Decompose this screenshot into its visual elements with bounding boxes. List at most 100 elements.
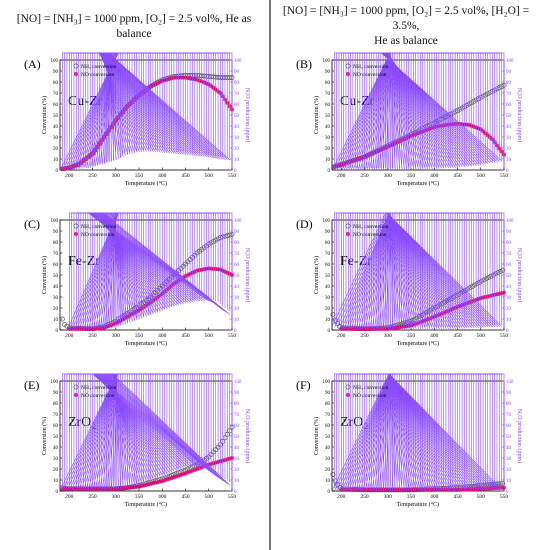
x-tick-label: 350 [407, 494, 416, 500]
x-tick-label: 250 [88, 494, 97, 500]
data-point [332, 478, 338, 484]
y2-tick-label: 70 [506, 92, 512, 97]
legend-marker [346, 72, 350, 76]
data-point [476, 279, 482, 285]
data-point [380, 52, 505, 162]
x-tick-label: 550 [228, 173, 237, 179]
data-point [479, 278, 485, 284]
y2-tick-label: 60 [506, 424, 512, 429]
y2-tick-label: 20 [234, 307, 240, 312]
header-left: [NO] = [NH₃] = 1000 ppm, [O₂] = 2.5 vol%… [0, 12, 268, 42]
y-tick-label: 0 [56, 329, 59, 334]
y2-tick-label: 100 [506, 219, 514, 224]
y-tick-label: 20 [53, 307, 59, 312]
y2-tick-label: 40 [506, 125, 512, 130]
y-tick-label: 70 [53, 92, 59, 97]
x-tick-label: 450 [181, 173, 190, 179]
y-tick-label: 40 [325, 446, 331, 451]
catalyst-label: ZrO₂ [340, 415, 368, 430]
y-tick-label: 90 [325, 230, 331, 235]
y-tick-label: 70 [53, 252, 59, 257]
y-tick-label: 100 [51, 219, 59, 224]
x-tick-label: 300 [384, 173, 393, 179]
y-tick-label: 20 [325, 307, 331, 312]
chart-panel-c: (C) Fe-Zr 0 10 20 30 40 50 60 70 80 90 100 0 10 20 30 40 5… [24, 212, 251, 347]
x-tick-label: 350 [135, 173, 144, 179]
y-tick-label: 100 [323, 380, 331, 385]
y2-tick-label: 0 [506, 329, 509, 334]
x-tick-label: 500 [205, 333, 214, 339]
data-point [495, 270, 501, 276]
y-tick-label: 60 [325, 103, 331, 108]
data-point [490, 481, 496, 487]
y2-tick-label: 20 [234, 468, 240, 473]
y-tick-label: 70 [325, 413, 331, 418]
legend-label: NO conversion [81, 72, 115, 78]
y-tick-label: 10 [53, 318, 59, 323]
x-tick-label: 400 [430, 333, 439, 339]
x-tick-label: 300 [384, 333, 393, 339]
catalyst-label: ZrO₂ [68, 415, 96, 430]
y2-tick-label: 90 [234, 230, 240, 235]
x-tick-label: 400 [158, 494, 167, 500]
x-tick-label: 250 [360, 333, 369, 339]
x-tick-label: 400 [430, 494, 439, 500]
legend-marker [73, 223, 79, 229]
y-tick-label: 50 [325, 435, 331, 440]
x-tick-label: 400 [158, 333, 167, 339]
data-point [332, 317, 338, 323]
panel-label: (B) [296, 57, 312, 71]
legend-label: NH₃ conversion [353, 385, 389, 391]
y-tick-label: 90 [53, 70, 59, 75]
x-tick-label: 350 [407, 333, 416, 339]
data-point [493, 271, 499, 277]
y2-tick-label: 60 [506, 103, 512, 108]
x-tick-label: 450 [453, 333, 462, 339]
y-tick-label: 30 [325, 457, 331, 462]
y2-tick-label: 50 [234, 435, 240, 440]
x-tick-label: 300 [112, 494, 121, 500]
data-point [64, 373, 118, 491]
data-point [488, 273, 494, 279]
data-point [330, 312, 336, 318]
chart-panel-f: (F) ZrO₂ 0 10 20 30 40 50 60 70 80 90 100 0 10 20 30 40 50… [296, 373, 523, 508]
series-triangle [67, 212, 233, 331]
x-tick-label: 300 [384, 494, 393, 500]
legend-marker [345, 63, 351, 69]
y-tick-label: 30 [53, 136, 59, 141]
y2-tick-label: 90 [234, 391, 240, 396]
y2-tick-label: 80 [506, 81, 512, 86]
y-axis-label: Conversion (%) [41, 417, 48, 455]
y-axis-label: Conversion (%) [313, 256, 320, 294]
y2-tick-label: 10 [506, 318, 512, 323]
x-tick-label: 450 [453, 173, 462, 179]
y2-tick-label: 70 [234, 252, 240, 257]
y-tick-label: 20 [53, 468, 59, 473]
x-tick-label: 250 [88, 333, 97, 339]
y2-tick-label: 40 [234, 125, 240, 130]
x-tick-label: 200 [65, 333, 74, 339]
chart-panel-e: (E) ZrO₂ 0 10 20 30 40 50 60 70 80 90 100 0 10 20 30 40 50… [24, 373, 251, 508]
x-axis-label: Temperature (°C) [125, 340, 167, 347]
y-tick-label: 0 [328, 490, 331, 495]
panel-label: (E) [24, 378, 39, 392]
y2-tick-label: 30 [506, 136, 512, 141]
y-tick-label: 80 [53, 81, 59, 86]
y-tick-label: 70 [325, 252, 331, 257]
legend-label: NH₃ conversion [353, 224, 389, 230]
legend-marker [346, 232, 350, 236]
y2-tick-label: 10 [506, 479, 512, 484]
x-axis-label: Temperature (°C) [397, 340, 439, 347]
legend-label: NH₃ conversion [81, 224, 117, 230]
x-tick-label: 200 [337, 494, 346, 500]
legend-marker [73, 63, 79, 69]
x-tick-label: 300 [112, 173, 121, 179]
y-tick-label: 40 [325, 285, 331, 290]
y-tick-label: 20 [53, 147, 59, 152]
y2-tick-label: 80 [234, 241, 240, 246]
header-left-text: [NO] = [NH₃] = 1000 ppm, [O₂] = 2.5 vol%… [16, 13, 252, 40]
y2-tick-label: 50 [506, 274, 512, 279]
y-tick-label: 80 [325, 241, 331, 246]
legend-label: NH₃ conversion [81, 64, 117, 70]
y-tick-label: 70 [53, 413, 59, 418]
